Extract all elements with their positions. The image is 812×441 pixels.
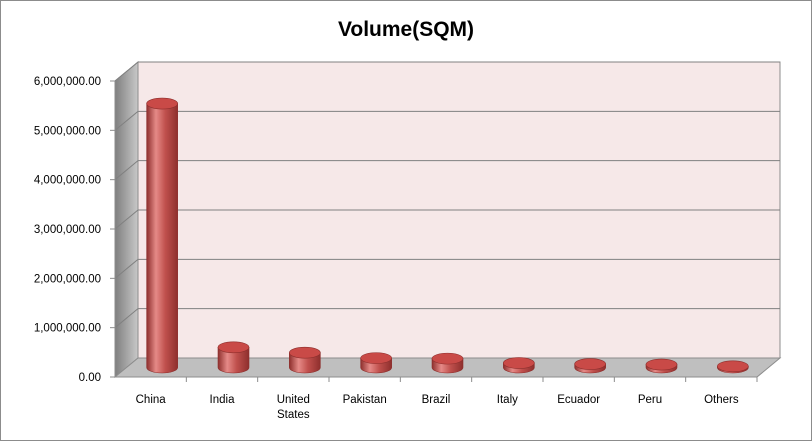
bar bbox=[645, 358, 678, 374]
bar-body bbox=[146, 103, 178, 374]
x-tick-label: Italy bbox=[497, 394, 518, 406]
bar bbox=[574, 358, 606, 374]
bar bbox=[503, 357, 535, 374]
y-tick-label: 3,000,000.00 bbox=[34, 224, 101, 236]
bar-top bbox=[574, 358, 606, 370]
y-tick-label: 6,000,000.00 bbox=[34, 76, 101, 88]
x-tick-label: Others bbox=[704, 394, 739, 406]
chart-title: Volume(SQM) bbox=[338, 18, 474, 41]
y-tick-label: 4,000,000.00 bbox=[34, 175, 101, 187]
bar bbox=[289, 346, 321, 374]
bar-top bbox=[360, 352, 392, 364]
x-tick-label: China bbox=[136, 394, 167, 406]
bar-top bbox=[645, 358, 678, 371]
bar bbox=[360, 352, 392, 374]
y-tick-labels: 0.00 1,000,000.00 2,000,000.00 3,000,000.00… bbox=[34, 76, 101, 384]
x-tick-labels: China India United States Pakistan Brazil Ital… bbox=[136, 377, 758, 421]
bar-top bbox=[289, 346, 321, 359]
x-tick-label: Ecuador bbox=[557, 394, 600, 406]
x-tick-label: Peru bbox=[638, 394, 662, 406]
bar-top bbox=[146, 97, 178, 110]
gridline bbox=[114, 308, 780, 329]
y-tick-label: 0.00 bbox=[79, 372, 101, 384]
x-tick-label: Brazil bbox=[422, 394, 451, 406]
bar bbox=[431, 352, 464, 374]
gridline bbox=[114, 61, 780, 82]
gridline bbox=[114, 209, 780, 230]
bar bbox=[217, 341, 250, 374]
bar-top bbox=[217, 341, 250, 354]
y-tick-label: 1,000,000.00 bbox=[34, 323, 101, 335]
bar-top bbox=[431, 352, 464, 365]
x-tick-label: India bbox=[210, 394, 236, 406]
gridline bbox=[114, 160, 780, 181]
bar-body bbox=[217, 346, 250, 374]
gridlines bbox=[110, 61, 780, 378]
bars bbox=[146, 97, 749, 374]
x-tick-label: United States bbox=[277, 394, 310, 421]
bar-top bbox=[717, 360, 749, 373]
bar bbox=[146, 97, 178, 374]
bar bbox=[717, 360, 749, 374]
gridline bbox=[114, 258, 780, 279]
y-tick-label: 2,000,000.00 bbox=[34, 273, 101, 285]
x-tick-label: Pakistan bbox=[343, 394, 387, 406]
y-tick-label: 5,000,000.00 bbox=[34, 125, 101, 137]
bar-top bbox=[503, 357, 535, 369]
gridline bbox=[114, 110, 780, 131]
